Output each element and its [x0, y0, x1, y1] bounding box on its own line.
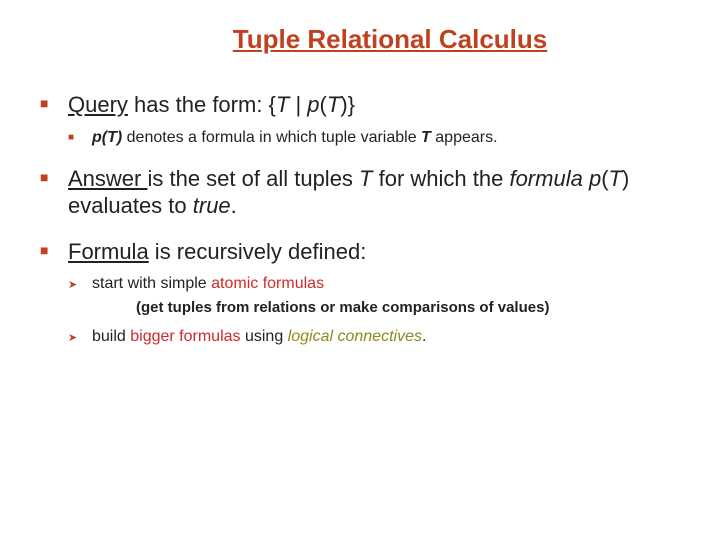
- slide: Tuple Relational Calculus Query has the …: [0, 0, 720, 540]
- query-sub-line: p(T) denotes a formula in which tuple va…: [92, 129, 498, 146]
- answer-p: p: [589, 166, 601, 191]
- bullet-query: Query has the form: {T | p(T)} p(T) deno…: [40, 91, 680, 147]
- formula-sub1-line: start with simple atomic formulas: [92, 275, 324, 292]
- formula-sub2-line: build bigger formulas using logical conn…: [92, 328, 426, 345]
- answer-po: (: [601, 166, 608, 191]
- formula-rest: is recursively defined:: [149, 239, 367, 264]
- query-bar: |: [289, 92, 307, 117]
- query-line: Query has the form: {T | p(T)}: [68, 92, 355, 117]
- s1-atomic: atomic formulas: [211, 275, 324, 292]
- formula-line: Formula is recursively defined:: [68, 239, 366, 264]
- query-rest: has the form: {: [128, 92, 276, 117]
- formula-sub2: build bigger formulas using logical conn…: [68, 328, 680, 346]
- slide-title: Tuple Relational Calculus: [100, 24, 680, 55]
- answer-pc: ): [622, 166, 629, 191]
- answer-line: Answer is the set of all tuples T for wh…: [68, 166, 629, 219]
- formula-sublist: start with simple atomic formulas (get t…: [68, 275, 680, 346]
- sub-mid: denotes a formula in which tuple variabl…: [122, 129, 421, 146]
- s1-paren: (get tuples from relations or make compa…: [136, 299, 680, 316]
- query-sub: p(T) denotes a formula in which tuple va…: [68, 129, 680, 147]
- query-sublist: p(T) denotes a formula in which tuple va…: [68, 129, 680, 147]
- query-T: T: [276, 92, 289, 117]
- answer-mid3: evaluates to: [68, 193, 193, 218]
- sub-T: T: [421, 129, 431, 146]
- s2-mid: using: [241, 328, 288, 345]
- query-T2: T: [327, 92, 340, 117]
- answer-mid1: is the set of all tuples: [147, 166, 359, 191]
- query-label: Query: [68, 92, 128, 117]
- s2-period: .: [422, 328, 426, 345]
- s2-bigger: bigger formulas: [130, 328, 240, 345]
- s2-pre: build: [92, 328, 130, 345]
- s2-logical: logical connectives: [288, 328, 422, 345]
- answer-mid2: for which the: [373, 166, 510, 191]
- answer-T: T: [359, 166, 372, 191]
- answer-period: .: [231, 193, 237, 218]
- bullet-answer: Answer is the set of all tuples T for wh…: [40, 165, 680, 220]
- formula-label: Formula: [68, 239, 149, 264]
- bullet-list: Query has the form: {T | p(T)} p(T) deno…: [40, 91, 680, 346]
- query-p: p: [307, 92, 319, 117]
- answer-true: true: [193, 193, 231, 218]
- answer-formula: formula: [509, 166, 582, 191]
- answer-label: Answer: [68, 166, 147, 191]
- query-pc: )}: [340, 92, 355, 117]
- formula-sub1: start with simple atomic formulas (get t…: [68, 275, 680, 316]
- query-po: (: [320, 92, 327, 117]
- bullet-formula: Formula is recursively defined: start wi…: [40, 238, 680, 347]
- s1-pre: start with simple: [92, 275, 211, 292]
- sub-end: appears.: [431, 129, 498, 146]
- sub-pT: p(T): [92, 129, 122, 146]
- answer-T2: T: [609, 166, 622, 191]
